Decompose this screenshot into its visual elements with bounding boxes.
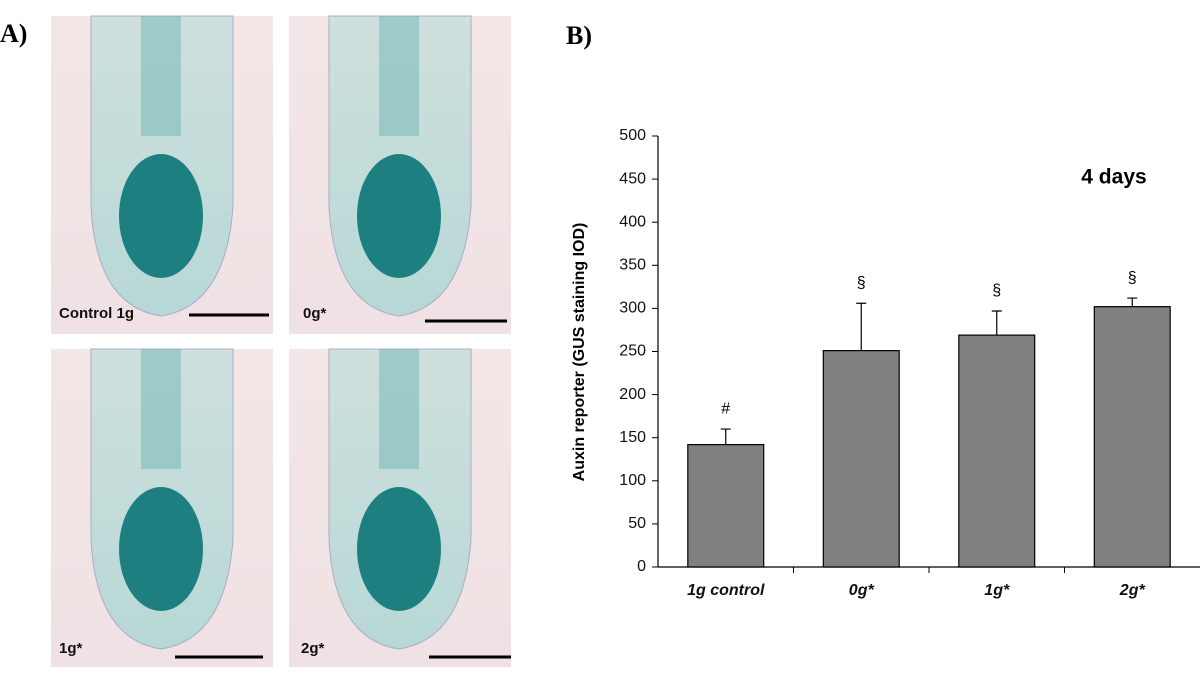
y-axis-label: Auxin reporter (GUS staining IOD) [571, 223, 588, 482]
y-tick-label: 50 [628, 515, 646, 532]
x-tick-label: 1g* [984, 582, 1010, 599]
bar [822, 350, 900, 568]
y-tick-label: 0 [637, 558, 646, 575]
y-tick-label: 200 [619, 386, 646, 403]
panel-label: A) [0, 19, 27, 48]
error-bar [856, 302, 867, 351]
bar [958, 334, 1036, 568]
y-tick-label: 150 [619, 429, 646, 446]
y-tick-label: 400 [619, 213, 646, 230]
significance-mark: § [857, 274, 866, 291]
micrograph: 1g* [50, 348, 274, 668]
micrograph: Control 1g [50, 15, 274, 335]
image-label: 2g* [301, 640, 325, 657]
bar [1093, 306, 1171, 568]
image-label: 1g* [59, 640, 83, 657]
error-bar [1127, 297, 1138, 307]
y-tick-label: 350 [619, 257, 646, 274]
panel-label: B) [566, 21, 592, 50]
y-tick-label: 300 [619, 300, 646, 317]
micrograph: 2g* [288, 348, 512, 668]
significance-mark: § [1128, 269, 1137, 286]
significance-mark: # [721, 400, 730, 417]
chart-title: 4 days [1081, 166, 1146, 189]
error-bar [720, 428, 731, 445]
image-label: 0g* [303, 305, 327, 322]
micrograph: 0g* [288, 15, 512, 335]
y-tick-label: 100 [619, 472, 646, 489]
y-tick-label: 500 [619, 127, 646, 144]
error-bar [991, 310, 1002, 336]
bar [687, 443, 765, 568]
y-tick-label: 450 [619, 170, 646, 187]
image-label: Control 1g [59, 305, 134, 322]
significance-mark: § [992, 282, 1001, 299]
x-tick-label: 2g* [1119, 582, 1146, 599]
y-tick-label: 250 [619, 343, 646, 360]
x-tick-label: 1g control [687, 582, 765, 599]
x-tick-label: 0g* [849, 582, 875, 599]
